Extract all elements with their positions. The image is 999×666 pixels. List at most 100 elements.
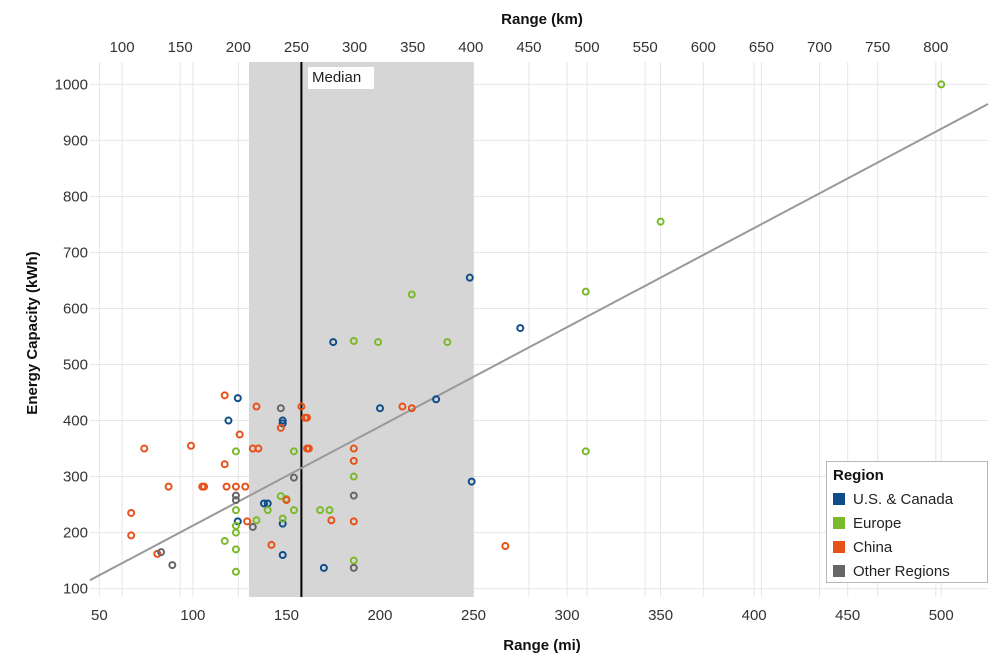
data-point <box>349 556 358 565</box>
data-point <box>278 550 287 559</box>
x-tick-label: 450 <box>835 607 860 624</box>
legend-label-other-regions: Other Regions <box>853 562 950 580</box>
x2-tick-label: 600 <box>691 39 716 56</box>
x-tick-label: 200 <box>367 607 392 624</box>
data-point <box>263 506 272 515</box>
data-point <box>289 447 298 456</box>
data-point <box>329 338 338 347</box>
legend-item-other-regions[interactable]: Other Regions <box>833 559 981 583</box>
y-tick-label: 1000 <box>55 76 88 93</box>
data-point <box>467 477 476 486</box>
data-point <box>235 430 244 439</box>
x-tick-label: 350 <box>648 607 673 624</box>
data-point <box>267 540 276 549</box>
data-point <box>443 338 452 347</box>
x2-tick-label: 450 <box>516 39 541 56</box>
data-point <box>248 522 257 531</box>
x2-tick-label: 300 <box>342 39 367 56</box>
data-point <box>231 491 240 500</box>
x2-tick-label: 150 <box>168 39 193 56</box>
data-point <box>327 516 336 525</box>
x2-tick-label: 750 <box>865 39 890 56</box>
data-point <box>164 482 173 491</box>
data-point <box>252 402 261 411</box>
legend-label-china: China <box>853 538 893 556</box>
x2-tick-label: 250 <box>284 39 309 56</box>
x2-tick-label: 800 <box>923 39 948 56</box>
data-point <box>432 395 441 404</box>
data-point <box>231 496 240 505</box>
data-point <box>278 514 287 523</box>
data-point <box>289 473 298 482</box>
x2-axis-ticks: 100 150 200 250 300 350 400 450 500 550 600 650 700 7… <box>110 39 949 56</box>
data-point <box>157 548 166 557</box>
x-tick-label: 150 <box>274 607 299 624</box>
legend-swatch-other-regions <box>833 565 845 577</box>
data-point <box>252 516 261 525</box>
y-axis-ticks: 100 200 300 400 500 600 700 800 900 1000 <box>55 76 88 597</box>
data-point <box>316 506 325 515</box>
x2-tick-label: 550 <box>633 39 658 56</box>
data-point <box>349 517 358 526</box>
legend-title: Region <box>833 467 884 484</box>
data-point <box>231 521 240 530</box>
data-points <box>127 80 946 576</box>
data-point <box>278 416 287 425</box>
legend-swatch-china <box>833 541 845 553</box>
x2-tick-label: 200 <box>226 39 251 56</box>
data-point <box>224 416 233 425</box>
median-band <box>249 62 474 597</box>
data-point <box>349 444 358 453</box>
data-point <box>222 482 231 491</box>
y-tick-label: 500 <box>63 357 88 374</box>
x2-tick-label: 700 <box>807 39 832 56</box>
y-tick-label: 700 <box>63 244 88 261</box>
data-point <box>282 496 291 505</box>
legend-label-europe: Europe <box>853 514 902 532</box>
data-point <box>374 338 383 347</box>
data-point <box>516 324 525 333</box>
data-point <box>349 491 358 500</box>
data-point <box>349 336 358 345</box>
legend: Region U.S. & Canada Europe China Other … <box>826 461 988 583</box>
data-point <box>375 404 384 413</box>
data-point <box>220 460 229 469</box>
series-u-s-canada <box>224 273 525 572</box>
legend-item-china[interactable]: China <box>833 535 981 559</box>
data-point <box>140 444 149 453</box>
data-point <box>243 517 252 526</box>
x-axis-title: Range (mi) <box>503 637 581 654</box>
data-point <box>276 404 285 413</box>
series-china <box>127 391 510 558</box>
x-axis-ticks: 50 100 150 200 250 300 350 400 450 500 <box>91 607 954 624</box>
legend-item-europe[interactable]: Europe <box>833 511 981 535</box>
legend-label-us-canada: U.S. & Canada <box>853 490 954 508</box>
data-point <box>187 441 196 450</box>
series-europe <box>220 80 946 576</box>
data-point <box>581 287 590 296</box>
data-point <box>254 444 263 453</box>
data-point <box>200 482 209 491</box>
x-tick-label: 300 <box>555 607 580 624</box>
data-point <box>289 506 298 515</box>
data-point <box>465 273 474 282</box>
legend-swatch-us-canada <box>833 493 845 505</box>
data-point <box>231 506 240 515</box>
y-tick-label: 400 <box>63 413 88 430</box>
y-tick-label: 600 <box>63 300 88 317</box>
series-other-regions <box>157 404 358 572</box>
data-point <box>241 482 250 491</box>
data-point <box>127 531 136 540</box>
legend-item-us-canada[interactable]: U.S. & Canada <box>833 487 981 511</box>
data-point <box>259 499 268 508</box>
y-tick-label: 200 <box>63 525 88 542</box>
data-point <box>349 472 358 481</box>
data-point <box>581 447 590 456</box>
data-point <box>501 542 510 551</box>
data-point <box>231 447 240 456</box>
x-tick-label: 500 <box>929 607 954 624</box>
legend-swatch-europe <box>833 517 845 529</box>
x2-tick-label: 100 <box>110 39 135 56</box>
x2-tick-label: 500 <box>575 39 600 56</box>
data-point <box>127 508 136 517</box>
